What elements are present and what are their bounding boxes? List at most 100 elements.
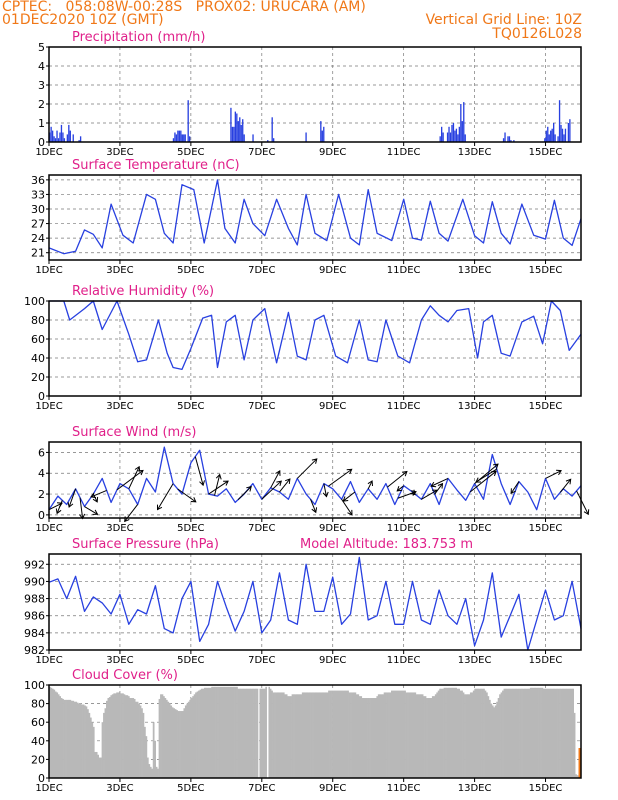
wind-arrow (270, 470, 281, 489)
cloud-bar (84, 705, 86, 778)
cloud-bar (566, 688, 569, 778)
cloud-bar (516, 688, 519, 778)
cloud-bar (228, 686, 231, 778)
cloud-bar (214, 686, 216, 778)
cloud-bar (72, 700, 75, 778)
cloud-bar (92, 726, 95, 778)
precip-bar (54, 138, 57, 142)
cloud-bar (187, 701, 190, 778)
precip-bar (560, 124, 562, 142)
cloud-bar (426, 698, 428, 778)
cloud-bar (464, 694, 466, 778)
wind-arrow (261, 480, 282, 500)
wind-arrow-head (401, 470, 408, 477)
rh-xtick-label: 15DEC (529, 401, 563, 412)
rh-ytick-label: 80 (31, 314, 45, 327)
wind-arrow-head (347, 509, 353, 516)
cloud-bar (440, 688, 443, 778)
cloud-bar (465, 694, 468, 778)
precip-bar (79, 136, 82, 142)
cloud-bar (401, 690, 403, 778)
cloud-bar (176, 710, 178, 778)
cloud-bar (114, 693, 117, 778)
precip-bar (558, 100, 561, 142)
pressure-ytick-label: 988 (24, 593, 45, 606)
cloud-bar (215, 686, 218, 778)
cloud-bar (507, 688, 510, 778)
cloud-ytick-label: 0 (38, 772, 45, 785)
precip-bar (273, 138, 275, 142)
precip-bar (271, 117, 273, 142)
cloud-bar (411, 692, 414, 778)
cloud-bar (456, 688, 459, 778)
cloud-bar (537, 687, 539, 778)
wind-arrow (157, 483, 174, 510)
cloud-bar (468, 694, 471, 778)
cloud-bar (274, 692, 276, 778)
precip-bar (502, 138, 505, 142)
cloud-bar (106, 700, 108, 778)
precip-bar (56, 130, 58, 142)
cloud-bar (446, 687, 449, 778)
precip-bar (563, 134, 565, 142)
cloud-ytick-label: 100 (24, 679, 45, 692)
pressure-title: Surface Pressure (hPa) (72, 537, 219, 552)
cloud-bar (203, 687, 206, 778)
precip-xtick-label: 5DEC (177, 147, 204, 158)
precip-xtick-label: 13DEC (458, 147, 492, 158)
cloud-bar (455, 687, 458, 778)
wind-arrow (79, 497, 84, 519)
cloud-bar (509, 688, 512, 778)
precip-bar (237, 121, 239, 142)
cloud-bar (268, 686, 270, 778)
cloud-bar (461, 690, 463, 778)
cloud-bar (282, 692, 285, 778)
cloud-bar (164, 698, 167, 778)
wind-arrow-head (157, 504, 163, 511)
wind-arrow-head (342, 496, 349, 502)
cloud-bar (285, 694, 288, 778)
cloud-bar (120, 693, 123, 778)
cloud-bar (541, 687, 544, 778)
precip-bar (544, 138, 546, 142)
precip-bar (452, 123, 455, 142)
cloud-bar (279, 692, 282, 778)
cloud-bar (167, 701, 170, 778)
rh-ytick-label: 60 (31, 333, 45, 346)
precip-bar (305, 132, 307, 142)
precip-bar (239, 117, 241, 142)
temp-ytick-label: 21 (31, 247, 45, 260)
cloud-bar (119, 693, 121, 778)
cloud-bar (357, 694, 360, 778)
cloud-bar (383, 692, 386, 778)
pressure-panel (46, 553, 582, 654)
cloud-bar (391, 690, 393, 778)
cloud-bar (281, 692, 284, 778)
temp-xtick-label: 15DEC (529, 265, 563, 276)
precip-bar (554, 134, 556, 142)
precip-bar (233, 126, 235, 142)
cloud-bar (250, 688, 253, 778)
cloud-bar (407, 692, 409, 778)
cloud-bar (190, 698, 193, 778)
wind-arrow-head (275, 470, 281, 476)
precip-xtick-label: 15DEC (529, 147, 563, 158)
cloud-bar (510, 688, 513, 778)
cloud-bar (344, 690, 346, 778)
cloud-bar (471, 692, 474, 778)
cloud-bar (246, 688, 249, 778)
wind-arrow (510, 481, 520, 494)
cloud-bar (345, 690, 348, 778)
cloud-bar (256, 688, 259, 778)
cloud-bar (136, 701, 139, 778)
cloud-xtick-label: 9DEC (319, 783, 346, 794)
cloud-bar (404, 690, 406, 778)
cloud-bar (572, 688, 574, 778)
cloud-bar (224, 686, 227, 778)
cloud-bar (298, 694, 301, 778)
cloud-bar (467, 694, 469, 778)
cloud-bar (275, 692, 278, 778)
cloud-bar (412, 692, 415, 778)
pressure-xtick-label: 15DEC (529, 655, 563, 666)
